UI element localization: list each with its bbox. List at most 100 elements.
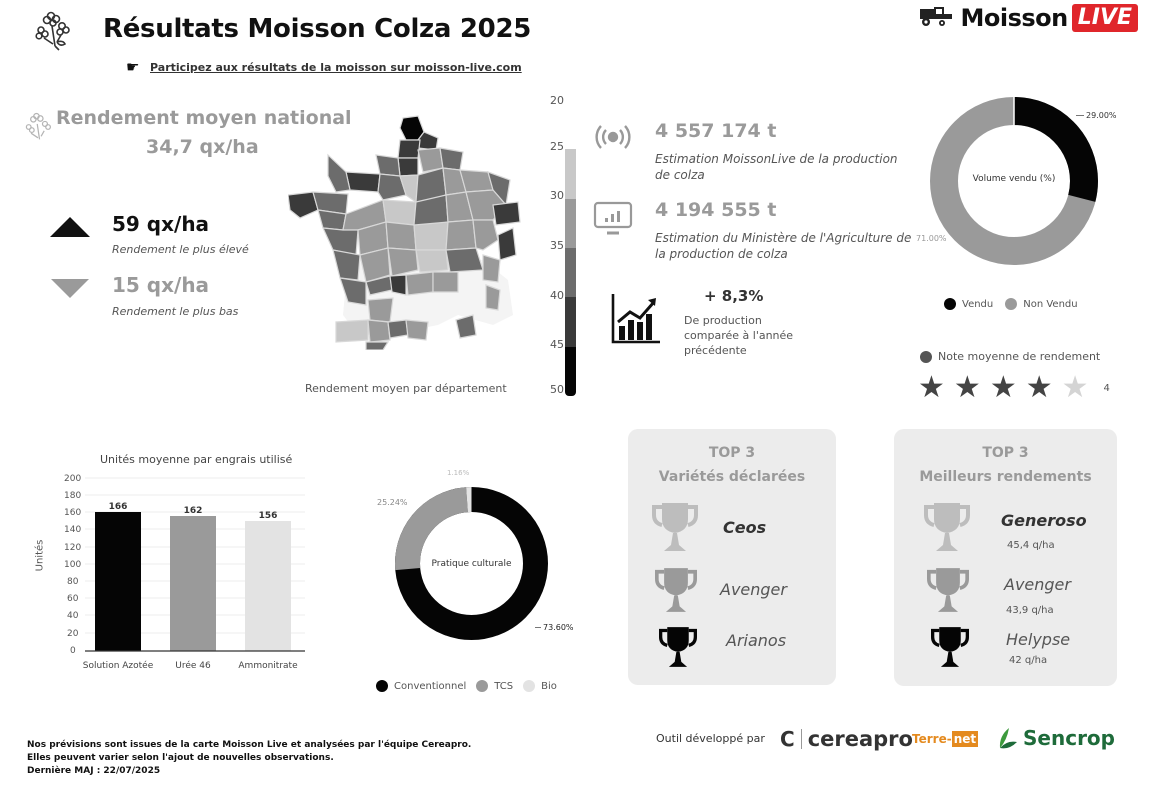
sold-legend: Vendu Non Vendu <box>944 298 1078 310</box>
triangle-down-icon <box>51 279 89 298</box>
svg-text:20: 20 <box>67 629 79 639</box>
moissonlive-production-label: Estimation MoissonLive de la production … <box>655 152 898 182</box>
rating-label: Note moyenne de rendement <box>938 350 1101 363</box>
svg-text:0: 0 <box>70 646 76 656</box>
svg-text:140: 140 <box>64 525 81 535</box>
yield-value-1: 45,4 q/ha <box>1007 540 1055 551</box>
map-colorbar <box>565 100 576 396</box>
legend-dot-tcs <box>476 680 489 692</box>
top-yields-card: TOP 3 Meilleurs rendements Generoso 45,4… <box>894 429 1117 686</box>
footer-update-date: Dernière MAJ : 22/07/2025 <box>27 766 161 776</box>
scale-label: 20 <box>550 94 564 107</box>
svg-text:Solution Azotée: Solution Azotée <box>83 660 154 671</box>
rating-legend: Note moyenne de rendement <box>920 350 1100 363</box>
brand-live-badge: LIVE <box>1071 4 1138 32</box>
trophy-bronze-icon <box>659 627 697 667</box>
practice-donut[interactable]: Pratique culturale <box>395 487 548 640</box>
yield-variety-1: Generoso <box>1001 511 1087 530</box>
trophy-silver-icon <box>927 568 969 612</box>
svg-text:120: 120 <box>64 543 81 553</box>
map-caption: Rendement moyen par département <box>305 382 507 395</box>
legend-dot-non-vendu <box>1005 298 1018 310</box>
participate-link[interactable]: Participez aux résultats de la moisson s… <box>150 61 522 74</box>
practice-label-conventionnel: 73.60% <box>535 623 574 632</box>
highest-yield-label: Rendement le plus élevé <box>112 243 249 256</box>
cereapro-wordmark: cereapro <box>807 727 913 751</box>
legend-dot-vendu <box>944 298 956 310</box>
trophy-gold-icon <box>652 503 698 551</box>
broadcast-icon <box>593 122 633 156</box>
terre-net-badge: net <box>951 731 979 747</box>
card-heading-line2: Meilleurs rendements <box>919 469 1092 485</box>
yield-variety-2: Avenger <box>1004 575 1071 594</box>
rating-value: 4 <box>1103 382 1110 394</box>
svg-text:200: 200 <box>64 474 81 484</box>
yield-value-2: 43,9 q/ha <box>1006 605 1054 616</box>
flower-icon-small <box>22 110 54 144</box>
legend-label-conventionnel: Conventionnel <box>394 680 467 692</box>
scale-label: 50 <box>550 383 564 396</box>
bar-chart-title: Unités moyenne par engrais utilisé <box>100 453 293 466</box>
legend-label-bio: Bio <box>541 680 557 692</box>
star-empty-icon: ★ <box>1061 370 1089 405</box>
growth-chart-icon <box>610 292 662 348</box>
card-heading-line1: TOP 3 <box>982 445 1029 461</box>
france-yield-map[interactable] <box>287 110 528 351</box>
trophy-bronze-icon <box>931 627 969 667</box>
legend-label-non-vendu: Non Vendu <box>1023 298 1078 310</box>
moissonlive-logo: Moisson LIVE <box>918 4 1138 32</box>
variety-2: Avenger <box>720 580 787 599</box>
yield-variety-3: Helypse <box>1006 630 1071 649</box>
developed-by-label: Outil développé par <box>656 732 765 745</box>
star-filled-icon: ★ <box>1025 370 1053 405</box>
trophy-gold-icon <box>924 503 970 551</box>
svg-text:160: 160 <box>64 508 81 518</box>
sold-label-vendu: 29.00% <box>1076 111 1117 120</box>
national-yield-title: Rendement moyen national <box>56 107 352 129</box>
practice-label-bio: 1.16% <box>447 469 470 477</box>
svg-text:40: 40 <box>67 611 79 621</box>
growth-label-line: précédente <box>684 344 747 357</box>
svg-text:80: 80 <box>67 577 79 587</box>
sold-donut-center-label: Volume vendu (%) <box>972 174 1056 184</box>
legend-dot-rating <box>920 350 932 363</box>
map-scale-labels: 20 25 30 35 40 45 50 <box>540 94 564 396</box>
flower-icon <box>33 8 73 52</box>
page-title: Résultats Moisson Colza 2025 <box>103 14 532 44</box>
cereapro-logo[interactable]: Ϲ cereapro <box>780 727 913 751</box>
legend-dot-bio <box>523 680 536 692</box>
scale-label: 30 <box>550 189 564 202</box>
svg-text:162: 162 <box>184 506 203 516</box>
sencrop-wordmark: Sencrop <box>1023 726 1115 750</box>
svg-text:Urée 46: Urée 46 <box>175 660 211 671</box>
triangle-up-icon <box>50 217 90 237</box>
svg-text:60: 60 <box>67 594 79 604</box>
sold-volume-donut[interactable]: Volume vendu (%) <box>930 97 1098 265</box>
monitor-chart-icon <box>593 201 633 241</box>
sold-label-non-vendu: 71.00% <box>916 234 947 243</box>
star-filled-icon: ★ <box>953 370 981 405</box>
harvester-icon <box>918 5 956 31</box>
fertilizer-bar-chart[interactable]: Unités moyenne par engrais utilisé Unité… <box>34 450 310 680</box>
lowest-yield-label: Rendement le plus bas <box>112 305 239 318</box>
lowest-yield-value: 15 qx/ha <box>112 273 210 297</box>
footer-note: Nos prévisions sont issues de la carte M… <box>27 739 471 778</box>
top-varieties-card: TOP 3 Variétés déclarées Ceos Avenger Ar… <box>628 429 836 685</box>
growth-value: + 8,3% <box>704 287 764 305</box>
sencrop-leaf-icon <box>999 728 1017 749</box>
star-filled-icon: ★ <box>918 370 945 405</box>
brand-word: Moisson <box>960 4 1068 32</box>
variety-1: Ceos <box>723 518 767 537</box>
legend-dot-conventionnel <box>376 680 388 692</box>
trophy-silver-icon <box>655 568 697 612</box>
star-filled-icon: ★ <box>989 370 1017 405</box>
scale-label: 45 <box>550 338 564 351</box>
sencrop-logo[interactable]: Sencrop <box>997 726 1115 750</box>
terre-net-logo[interactable]: Terre-net <box>912 731 979 747</box>
footer-note-line: Nos prévisions sont issues de la carte M… <box>27 740 472 750</box>
svg-text:Ammonitrate: Ammonitrate <box>238 661 298 671</box>
growth-label: De production comparée à l'année précéde… <box>684 313 814 358</box>
practice-legend: Conventionnel TCS Bio <box>376 680 557 692</box>
variety-3: Arianos <box>726 631 787 650</box>
ministere-production-value: 4 194 555 t <box>655 199 777 221</box>
